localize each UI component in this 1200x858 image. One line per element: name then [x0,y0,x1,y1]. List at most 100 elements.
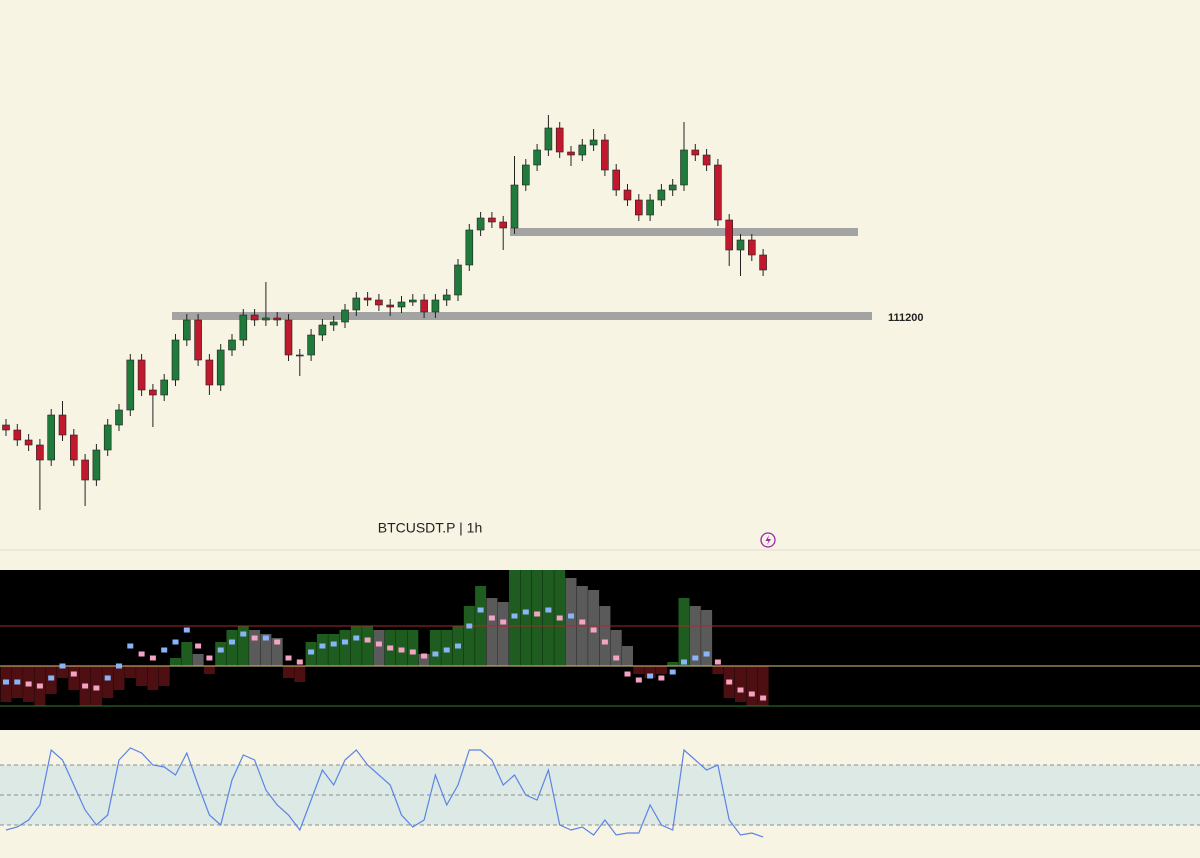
candle-body [329,321,338,326]
histogram-bar [124,666,136,678]
histogram-bar [170,658,181,666]
candle-body [544,127,553,151]
candle-body [183,319,191,341]
candle-body [250,314,259,321]
signal-point [658,675,665,681]
signal-point [308,649,315,655]
candle-body [725,219,734,251]
histogram-bar [373,630,385,666]
candle-body [386,304,395,308]
histogram-bar [249,630,261,666]
alert-icon[interactable] [760,532,776,548]
histogram-bar [418,654,430,666]
signal-point [601,639,608,645]
histogram-bar [113,666,125,690]
histogram-bar [644,666,656,678]
candle-body [13,429,22,441]
candle-body [759,254,767,271]
histogram-bar [622,646,633,666]
histogram-bar [260,634,272,666]
candle-body [47,414,56,461]
candle-body [668,184,677,191]
histogram-bar [102,666,114,698]
histogram-bar [712,666,724,674]
histogram-bar [362,626,374,666]
candle-body [488,217,496,223]
histogram-bar [486,598,498,666]
signal-point [262,635,269,641]
signal-point [647,673,654,679]
signal-point [353,635,360,641]
signal-point [477,607,484,613]
candle-body [465,229,474,266]
oscillator-line [5,747,764,838]
signal-point [70,671,77,677]
candle-body [341,309,349,323]
histogram-bar [407,630,419,666]
signal-point [703,651,710,657]
signal-point [579,619,586,625]
signal-point [624,671,631,677]
signal-point [421,653,428,659]
signal-point [161,647,168,653]
signal-point [545,607,552,613]
signal-point [104,675,111,681]
signal-point [556,615,563,621]
signal-point [409,649,416,655]
oscillator-band [0,765,1200,825]
signal-point [183,627,190,633]
signal-point [319,643,326,649]
signal-point [14,679,21,685]
histogram-bar [203,666,215,674]
candle-body [205,359,214,386]
signal-point [48,675,55,681]
histogram-bar [565,578,577,666]
candle-body [454,264,462,296]
signal-point [296,659,303,665]
histogram-bar [599,606,611,666]
candle-body [420,299,428,313]
candle-body [363,297,372,301]
candle-body [2,424,10,431]
signal-point [692,655,699,661]
signal-point [737,687,744,693]
signal-point [466,623,473,629]
candle-body [510,184,519,229]
signal-point [375,641,382,647]
candle-body [273,317,282,321]
candle-body [499,221,508,229]
candle-body [623,189,632,201]
candle-body [397,301,406,308]
signal-point [500,619,507,625]
signal-point [251,635,258,641]
signal-point [138,651,145,657]
histogram-bar [271,638,283,666]
signal-point [342,639,348,645]
signal-point [760,695,767,701]
histogram-bar [520,570,532,666]
signal-point [149,655,156,661]
signal-point [229,639,235,645]
histogram-bar [294,666,306,682]
candle-body [747,239,756,256]
signal-point [240,631,247,637]
candle-body [228,339,236,351]
signal-point [590,627,597,633]
signal-point [364,637,371,643]
histogram-bar [147,666,159,690]
histogram-bar [757,666,769,706]
signal-point [285,655,292,661]
candle-body [262,317,270,321]
signal-point [432,651,439,657]
candle-body [521,164,530,186]
candle-body [680,149,688,186]
signal-point [25,681,32,687]
signal-point [669,669,676,675]
signal-point [206,655,213,661]
histogram-bar [316,634,328,666]
candle-body [149,389,157,396]
histogram-bar [667,662,679,666]
candle-body [284,319,293,356]
candle-body [567,151,575,156]
